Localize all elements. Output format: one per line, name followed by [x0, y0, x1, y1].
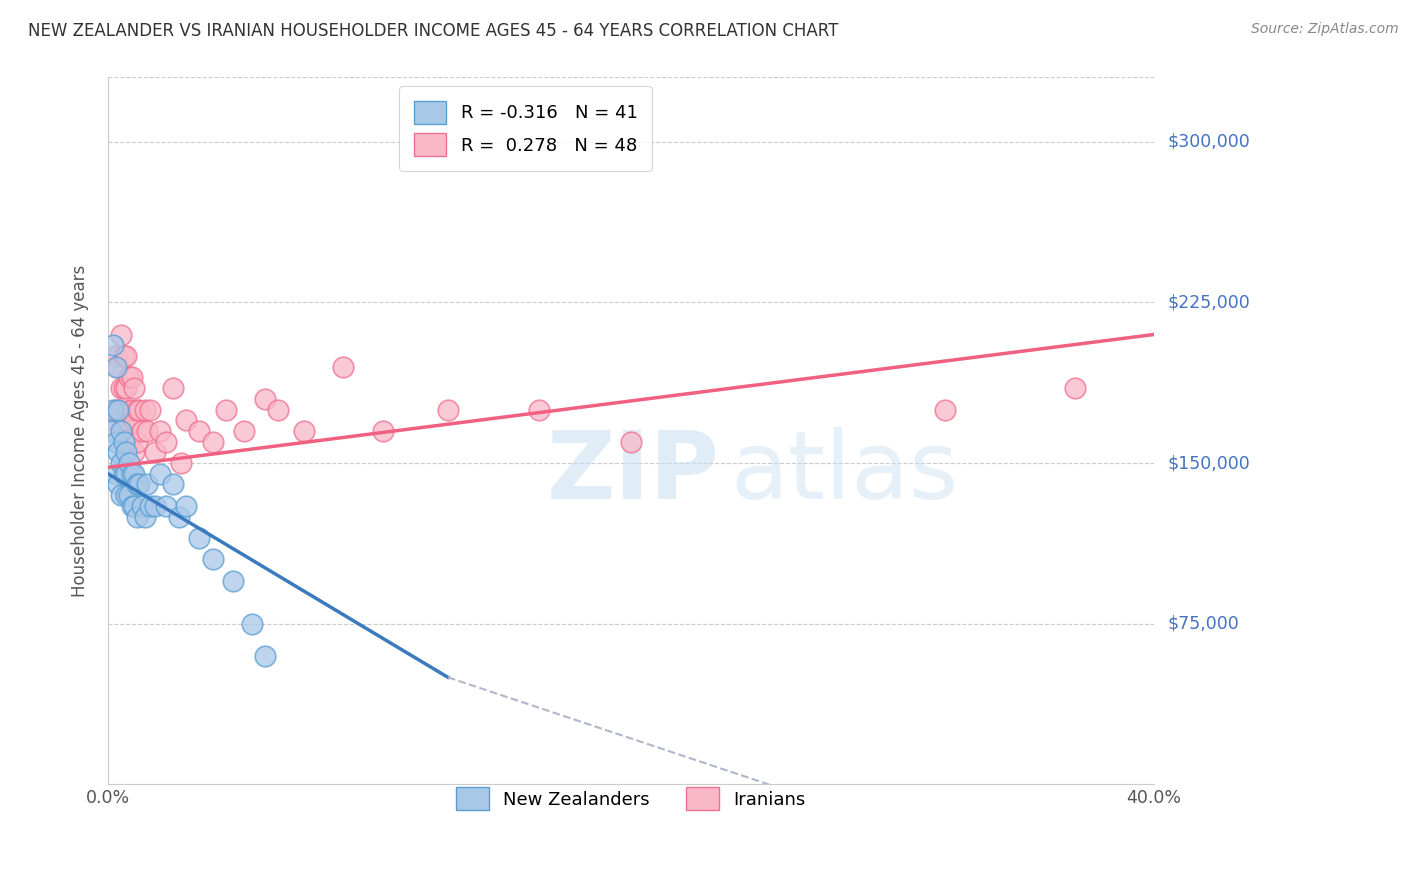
- Point: [110, 488, 132, 502]
- Point: [112, 434, 135, 449]
- Point: [143, 445, 166, 459]
- Point: [125, 477, 148, 491]
- Point: [115, 381, 138, 395]
- Point: [107, 445, 129, 459]
- Point: [167, 509, 190, 524]
- Point: [121, 467, 143, 481]
- Point: [620, 434, 643, 449]
- Point: [110, 424, 132, 438]
- Point: [112, 413, 135, 427]
- Point: [122, 445, 145, 459]
- Point: [253, 392, 276, 406]
- Point: [125, 434, 148, 449]
- Point: [162, 477, 184, 491]
- Point: [139, 402, 162, 417]
- Point: [128, 402, 150, 417]
- Point: [107, 402, 129, 417]
- Point: [240, 616, 263, 631]
- Point: [121, 402, 143, 417]
- Point: [107, 477, 129, 491]
- Point: [232, 424, 254, 438]
- Point: [118, 370, 141, 384]
- Point: [118, 456, 141, 470]
- Point: [131, 499, 153, 513]
- Point: [214, 402, 236, 417]
- Point: [115, 349, 138, 363]
- Point: [118, 434, 141, 449]
- Point: [332, 359, 354, 374]
- Point: [253, 648, 276, 663]
- Point: [110, 327, 132, 342]
- Point: [1064, 381, 1087, 395]
- Point: [104, 434, 127, 449]
- Text: atlas: atlas: [730, 427, 959, 519]
- Point: [100, 424, 122, 438]
- Point: [115, 488, 138, 502]
- Point: [134, 509, 156, 524]
- Point: [125, 402, 148, 417]
- Point: [201, 434, 224, 449]
- Point: [121, 370, 143, 384]
- Point: [136, 424, 159, 438]
- Point: [104, 359, 127, 374]
- Point: [110, 456, 132, 470]
- Point: [134, 402, 156, 417]
- Point: [149, 467, 172, 481]
- Point: [188, 531, 211, 545]
- Point: [118, 488, 141, 502]
- Point: [934, 402, 956, 417]
- Point: [131, 424, 153, 438]
- Point: [115, 413, 138, 427]
- Text: Source: ZipAtlas.com: Source: ZipAtlas.com: [1251, 22, 1399, 37]
- Point: [122, 499, 145, 513]
- Point: [128, 477, 150, 491]
- Text: $75,000: $75,000: [1167, 615, 1240, 632]
- Y-axis label: Householder Income Ages 45 - 64 years: Householder Income Ages 45 - 64 years: [72, 265, 89, 597]
- Point: [139, 499, 162, 513]
- Point: [112, 349, 135, 363]
- Point: [115, 467, 138, 481]
- Point: [103, 338, 125, 352]
- Point: [170, 456, 193, 470]
- Text: $150,000: $150,000: [1167, 454, 1250, 472]
- Point: [222, 574, 245, 588]
- Point: [103, 402, 125, 417]
- Point: [155, 499, 177, 513]
- Point: [201, 552, 224, 566]
- Point: [104, 402, 127, 417]
- Point: [122, 413, 145, 427]
- Point: [529, 402, 551, 417]
- Legend: New Zealanders, Iranians: New Zealanders, Iranians: [441, 772, 820, 825]
- Point: [176, 499, 198, 513]
- Point: [122, 381, 145, 395]
- Point: [107, 359, 129, 374]
- Point: [176, 413, 198, 427]
- Text: $225,000: $225,000: [1167, 293, 1250, 311]
- Point: [118, 402, 141, 417]
- Point: [136, 477, 159, 491]
- Point: [292, 424, 315, 438]
- Point: [162, 381, 184, 395]
- Point: [104, 467, 127, 481]
- Point: [188, 424, 211, 438]
- Point: [122, 467, 145, 481]
- Point: [112, 381, 135, 395]
- Point: [155, 434, 177, 449]
- Point: [437, 402, 460, 417]
- Point: [107, 402, 129, 417]
- Point: [103, 413, 125, 427]
- Point: [110, 381, 132, 395]
- Text: $300,000: $300,000: [1167, 133, 1250, 151]
- Point: [121, 499, 143, 513]
- Point: [267, 402, 290, 417]
- Point: [149, 424, 172, 438]
- Point: [143, 499, 166, 513]
- Text: ZIP: ZIP: [547, 427, 720, 519]
- Text: NEW ZEALANDER VS IRANIAN HOUSEHOLDER INCOME AGES 45 - 64 YEARS CORRELATION CHART: NEW ZEALANDER VS IRANIAN HOUSEHOLDER INC…: [28, 22, 838, 40]
- Point: [112, 467, 135, 481]
- Point: [371, 424, 394, 438]
- Point: [125, 509, 148, 524]
- Point: [115, 445, 138, 459]
- Point: [104, 349, 127, 363]
